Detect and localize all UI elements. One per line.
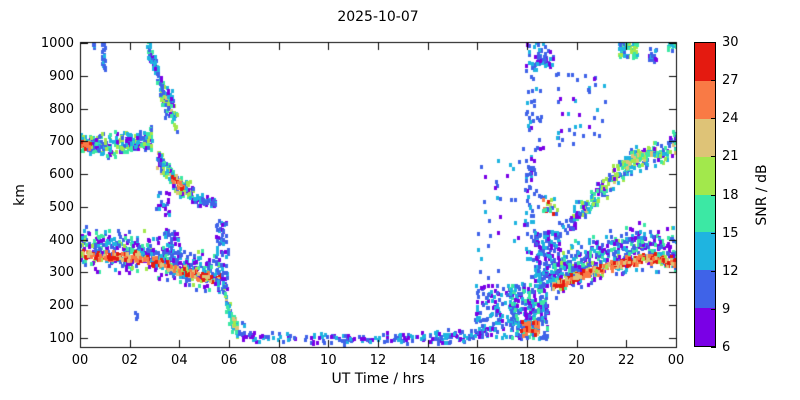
colorbar-tick-mark xyxy=(711,271,716,272)
colorbar-segment xyxy=(695,232,715,271)
colorbar-tick-label: 18 xyxy=(722,187,739,203)
colorbar-tick-label: 15 xyxy=(722,225,739,241)
colorbar-segment xyxy=(695,80,715,119)
x-tick-label: 06 xyxy=(220,353,238,368)
colorbar-tick-mark xyxy=(711,309,716,310)
x-tick-label: 04 xyxy=(171,353,188,368)
colorbar-segment xyxy=(695,270,715,309)
y-tick-label: 400 xyxy=(49,232,74,248)
x-tick-label: 08 xyxy=(270,353,287,368)
colorbar xyxy=(694,42,716,347)
colorbar-segment xyxy=(695,194,715,233)
x-tick-label: 00 xyxy=(71,353,89,368)
y-tick-label: 1000 xyxy=(40,35,74,51)
colorbar-tick-mark xyxy=(711,233,716,234)
colorbar-segment xyxy=(695,308,715,346)
y-tick-label: 700 xyxy=(49,134,74,150)
colorbar-segment xyxy=(695,43,715,81)
colorbar-tick-mark xyxy=(711,347,716,348)
colorbar-tick-mark xyxy=(711,195,716,196)
colorbar-tick-label: 6 xyxy=(722,340,731,355)
y-tick-label: 300 xyxy=(49,265,74,281)
x-tick-label: 12 xyxy=(369,353,387,368)
colorbar-label: SNR / dB xyxy=(754,164,770,226)
x-tick-label: 02 xyxy=(121,353,138,368)
colorbar-tick-label: 27 xyxy=(722,73,739,89)
x-axis-label: UT Time / hrs xyxy=(331,371,425,387)
y-tick-label: 500 xyxy=(49,199,74,215)
x-tick-label: 10 xyxy=(320,353,337,368)
x-tick-label: 18 xyxy=(518,353,536,368)
colorbar-tick-mark xyxy=(711,118,716,119)
colorbar-tick-label: 12 xyxy=(722,263,739,279)
colorbar-tick-mark xyxy=(711,80,716,81)
colorbar-tick-label: 9 xyxy=(722,301,731,317)
y-tick-label: 100 xyxy=(49,330,74,346)
y-tick-label: 200 xyxy=(49,298,74,314)
x-tick-label: 22 xyxy=(618,353,635,368)
x-tick-label: 14 xyxy=(419,353,436,368)
x-tick-label: 20 xyxy=(568,353,585,368)
y-tick-label: 900 xyxy=(49,68,74,84)
y-axis-label: km xyxy=(12,184,28,206)
colorbar-segment xyxy=(695,118,715,157)
y-tick-label: 600 xyxy=(49,167,74,183)
x-tick-label: 16 xyxy=(469,353,486,368)
colorbar-tick-label: 24 xyxy=(722,111,739,127)
colorbar-tick-label: 30 xyxy=(722,35,739,50)
colorbar-tick-label: 21 xyxy=(722,149,739,165)
colorbar-tick-mark xyxy=(711,42,716,43)
chart-title: 2025-10-07 xyxy=(337,9,419,25)
colorbar-tick-mark xyxy=(711,156,716,157)
colorbar-segment xyxy=(695,156,715,195)
x-tick-label: 00 xyxy=(667,353,685,368)
y-tick-label: 800 xyxy=(49,101,74,117)
